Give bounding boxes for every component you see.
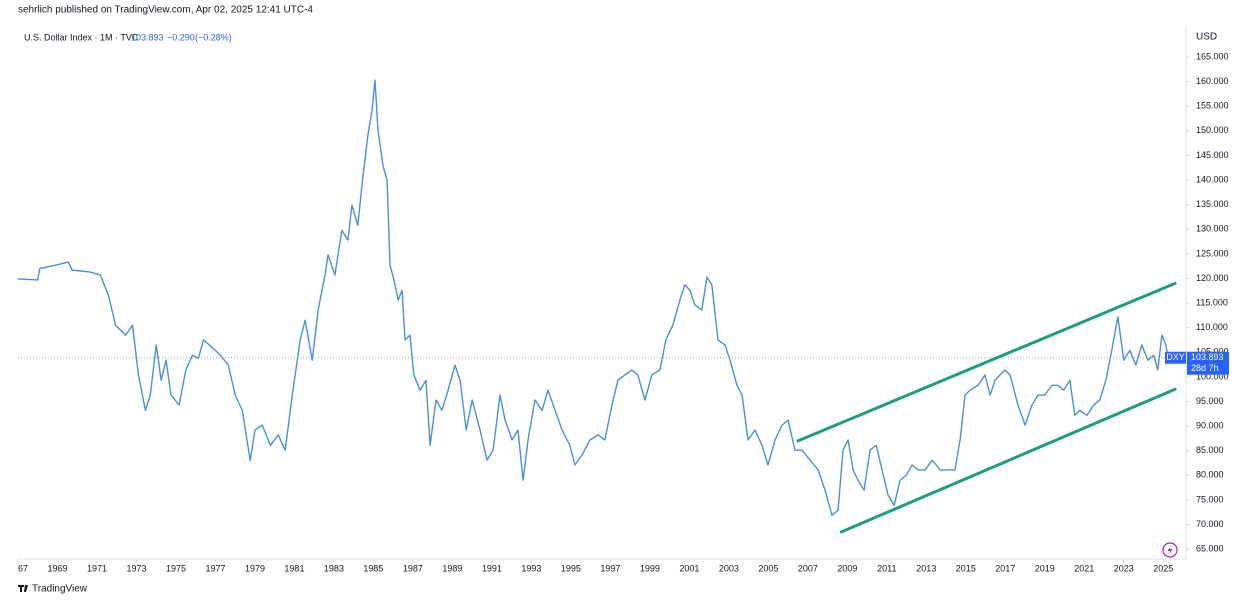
y-tick-label: 145.000	[1196, 150, 1229, 160]
symbol: U.S. Dollar Index · 1M · TVC	[24, 32, 139, 42]
y-tick-label: 100.000	[1196, 371, 1229, 381]
y-tick-label: 70.000	[1196, 519, 1224, 529]
x-tick-label: 2025	[1153, 563, 1173, 573]
price-tag: 103.893	[1191, 352, 1224, 362]
x-tick-label: 2021	[1074, 563, 1094, 573]
y-tick-label: 130.000	[1196, 224, 1229, 234]
y-axis-unit: USD	[1196, 32, 1217, 43]
icon-bolt	[1167, 545, 1173, 555]
countdown: 28d 7h	[1191, 363, 1219, 373]
x-tick-label: 1995	[561, 563, 581, 573]
price-line	[17, 79, 1169, 516]
y-tick-label: 165.000	[1196, 51, 1229, 61]
x-tick-label: 1989	[442, 563, 462, 573]
y-tick-label: 85.000	[1196, 445, 1224, 455]
x-tick-label: 1981	[284, 563, 304, 573]
y-tick-label: 80.000	[1196, 470, 1224, 480]
x-tick-label: 1999	[640, 563, 660, 573]
channel-line	[796, 281, 1177, 443]
brand-logo	[18, 585, 28, 592]
x-tick-label: 2019	[1035, 563, 1055, 573]
x-tick-label: 2015	[956, 563, 976, 573]
price-tag-box	[1187, 351, 1229, 375]
x-tick-label: 2003	[719, 563, 739, 573]
y-tick-label: 90.000	[1196, 420, 1224, 430]
x-tick-label: 2011	[877, 563, 896, 573]
x-tick-label: 1971	[87, 563, 107, 573]
x-tick-label: 1983	[324, 563, 344, 573]
x-tick-label: 67	[18, 563, 28, 573]
x-tick-label: 1969	[47, 563, 67, 573]
y-tick-label: 65.000	[1196, 544, 1224, 554]
y-tick-label: 110.000	[1196, 322, 1228, 332]
x-tick-label: 2009	[837, 563, 857, 573]
y-tick-label: 140.000	[1196, 174, 1229, 184]
y-tick-label: 105.000	[1196, 347, 1229, 357]
x-tick-label: 2013	[916, 563, 936, 573]
x-tick-label: 1977	[205, 563, 225, 573]
change: −0.290	[167, 32, 195, 42]
y-tick-label: 155.000	[1196, 101, 1229, 111]
x-tick-label: 1975	[166, 563, 186, 573]
x-tick-label: 1979	[245, 563, 265, 573]
x-tick-label: 2005	[758, 563, 778, 573]
x-tick-label: 2023	[1114, 563, 1134, 573]
x-tick-label: 1987	[403, 563, 423, 573]
y-tick-label: 75.000	[1196, 494, 1224, 504]
x-tick-label: 1993	[521, 563, 541, 573]
y-tick-label: 125.000	[1196, 248, 1229, 258]
symbol-tag: DXY	[1166, 352, 1185, 362]
x-tick-label: 2017	[995, 563, 1015, 573]
change-pct: (−0.28%)	[195, 32, 232, 42]
y-tick-label: 135.000	[1196, 199, 1229, 209]
y-tick-label: 115.000	[1196, 297, 1228, 307]
x-tick-label: 1985	[363, 563, 383, 573]
brand: TradingView	[18, 584, 88, 595]
y-tick-label: 120.000	[1196, 273, 1229, 283]
icon-ring	[1162, 542, 1178, 558]
publisher: sehrlich published on TradingView.com, A…	[18, 5, 313, 16]
x-tick-label: 1991	[482, 563, 502, 573]
channel-line	[839, 387, 1177, 534]
symbol-tag-box	[1165, 351, 1186, 364]
y-tick-label: 150.000	[1196, 125, 1229, 135]
x-tick-label: 2001	[679, 563, 699, 573]
x-tick-label: 1997	[600, 563, 620, 573]
x-tick-label: 1973	[126, 563, 146, 573]
y-tick-label: 95.000	[1196, 396, 1224, 406]
y-tick-label: 160.000	[1196, 76, 1229, 86]
lightning-icon[interactable]	[1162, 542, 1178, 558]
x-tick-label: 2007	[798, 563, 818, 573]
brand-name: TradingView	[32, 584, 88, 595]
last-value: 103.893	[131, 32, 164, 42]
